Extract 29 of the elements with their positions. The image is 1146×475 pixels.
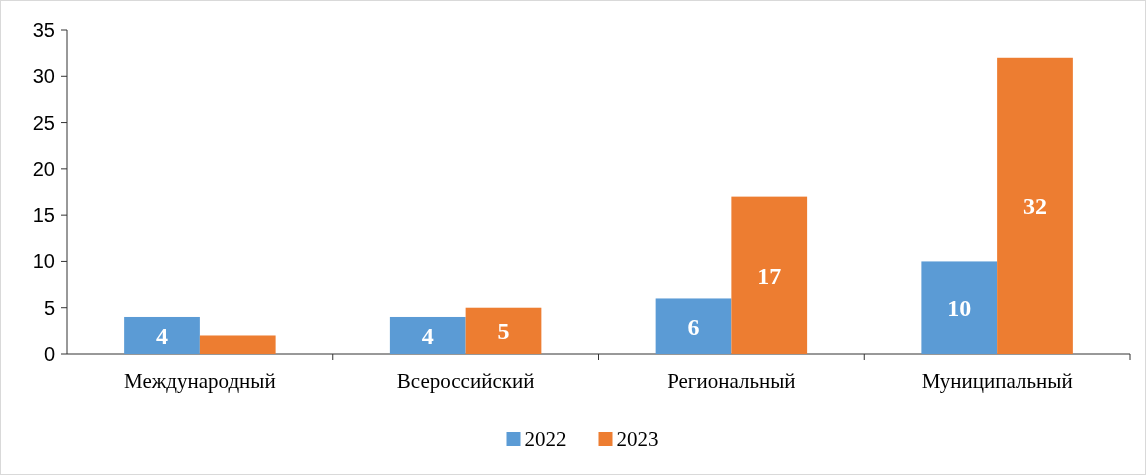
- x-tick-label: Региональный: [667, 369, 796, 393]
- x-tick-label: Международный: [124, 369, 276, 393]
- data-label: 6: [687, 313, 700, 340]
- x-tick-label: Всероссийский: [396, 369, 535, 393]
- bar: [124, 316, 200, 354]
- legend-label: 2022: [524, 427, 567, 452]
- y-tick-label: 25: [32, 111, 55, 134]
- bar: [731, 196, 808, 354]
- y-tick-label: 35: [32, 19, 55, 41]
- x-tick-label: Муниципальный: [921, 369, 1073, 393]
- y-tick-label: 0: [43, 343, 55, 365]
- y-tick-label: 20: [32, 157, 55, 180]
- data-label: 4: [421, 322, 434, 349]
- data-label: 32: [1022, 193, 1047, 220]
- legend-label: 2023: [616, 427, 659, 452]
- y-tick-label: 15: [32, 204, 55, 227]
- data-label: 5: [497, 318, 510, 345]
- y-tick-label: 30: [32, 65, 55, 88]
- data-label: 4: [156, 322, 169, 349]
- bar: [655, 298, 732, 354]
- y-tick-label: 5: [43, 296, 55, 319]
- y-tick-label: 10: [32, 250, 55, 273]
- bar: [389, 316, 466, 354]
- data-label: 10: [947, 295, 972, 322]
- data-label: 17: [757, 262, 782, 289]
- bar: [921, 261, 998, 354]
- bar: [465, 307, 542, 354]
- bar: [199, 335, 276, 354]
- bar: [997, 57, 1073, 354]
